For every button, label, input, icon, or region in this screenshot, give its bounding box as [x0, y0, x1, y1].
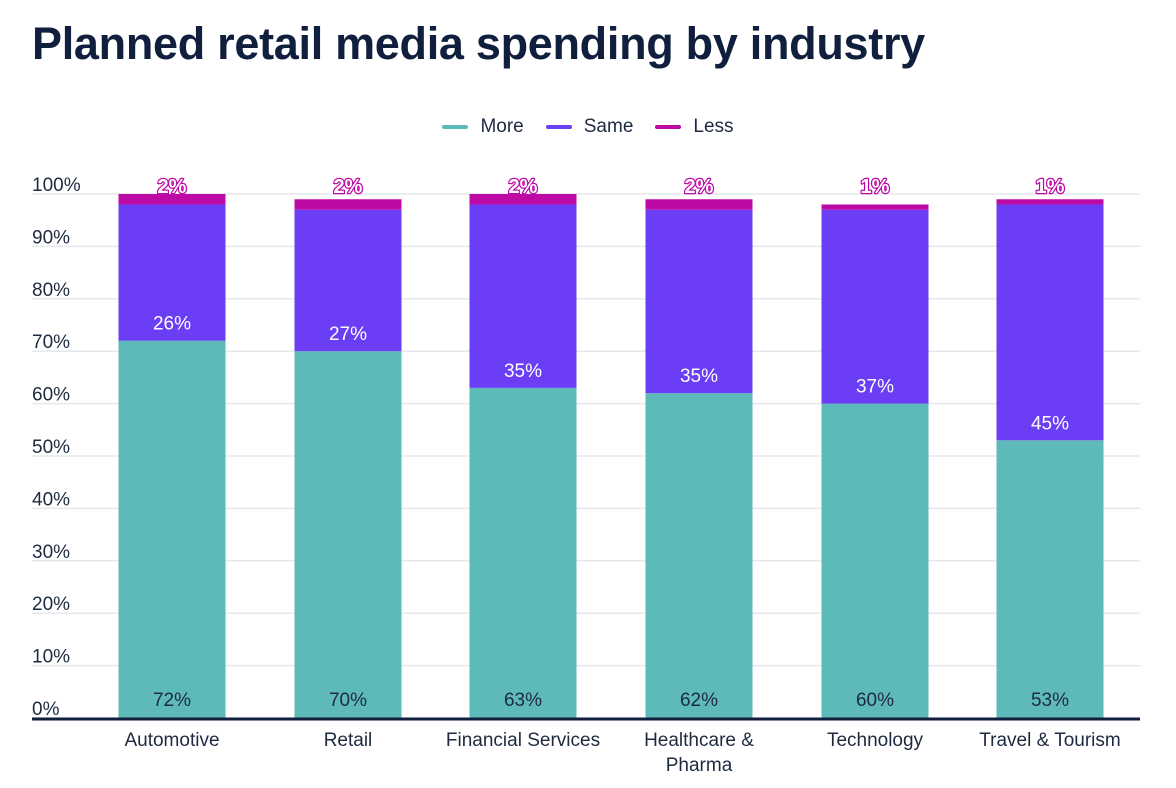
data-label-same: 27%	[329, 324, 367, 345]
data-label-same: 26%	[153, 314, 191, 335]
y-tick-label: 100%	[32, 175, 81, 196]
y-tick-label: 0%	[32, 699, 60, 720]
data-label-more: 53%	[1031, 690, 1069, 711]
bar-less-0	[118, 194, 226, 205]
bar-less-5	[996, 199, 1104, 205]
x-category-label: Automotive	[124, 730, 219, 751]
bar-more-5	[996, 440, 1104, 718]
bar-more-0	[118, 340, 226, 718]
legend-item-same: Same	[545, 116, 634, 138]
y-tick-label: 40%	[32, 489, 70, 510]
y-tick-label: 80%	[32, 280, 70, 301]
data-label-same: 37%	[856, 377, 894, 398]
x-category-label: Healthcare &	[644, 730, 754, 751]
bar-same-3	[645, 209, 753, 394]
data-label-less: 2%	[509, 176, 538, 198]
bar-more-1	[294, 351, 402, 718]
bar-more-2	[469, 387, 577, 718]
y-tick-label: 30%	[32, 542, 70, 563]
x-category-label: Retail	[324, 730, 373, 751]
legend-swatch	[655, 125, 682, 129]
y-tick-label: 10%	[32, 647, 70, 668]
y-tick-label: 90%	[32, 227, 70, 248]
x-category-label: Pharma	[666, 755, 733, 776]
bar-same-5	[996, 204, 1104, 441]
data-label-more: 60%	[856, 690, 894, 711]
legend-item-more: More	[442, 116, 524, 138]
legend-swatch	[442, 125, 469, 129]
y-tick-label: 20%	[32, 594, 70, 615]
bar-more-3	[645, 393, 753, 718]
x-category-label: Technology	[827, 730, 924, 751]
y-tick-label: 60%	[32, 385, 70, 406]
legend: More Same Less	[0, 116, 1176, 138]
data-label-less: 2%	[685, 176, 714, 198]
bar-same-4	[821, 209, 929, 404]
data-label-same: 35%	[504, 361, 542, 382]
legend-label: Less	[693, 116, 734, 137]
bar-less-4	[821, 204, 929, 210]
data-label-less: 1%	[861, 176, 890, 198]
chart-title: Planned retail media spending by industr…	[32, 18, 925, 69]
x-category-label: Financial Services	[446, 730, 600, 751]
bar-same-1	[294, 209, 402, 352]
y-axis-ticks: 0% 10% 20% 30% 40% 50% 60% 70% 80% 90% 100%	[32, 175, 81, 720]
legend-label: Same	[583, 116, 634, 137]
data-labels: 72% 26% 2% 70% 27% 2% 63% 35% 2% 62% 35% 2% 60% 37% 1%…	[153, 175, 1069, 711]
bar-same-0	[118, 204, 226, 341]
legend-label: More	[480, 116, 524, 137]
bar-less-2	[469, 194, 577, 205]
bar-same-2	[469, 204, 577, 388]
data-label-more: 72%	[153, 690, 191, 711]
data-label-same: 35%	[680, 366, 718, 387]
data-label-same: 45%	[1031, 413, 1069, 434]
bar-less-3	[645, 199, 753, 210]
data-label-less: 2%	[334, 176, 363, 198]
legend-swatch	[545, 125, 572, 129]
legend-item-less: Less	[655, 116, 734, 138]
data-label-more: 63%	[504, 690, 542, 711]
bar-more-4	[821, 403, 929, 718]
data-label-less: 1%	[1036, 176, 1065, 198]
y-tick-label: 70%	[32, 332, 70, 353]
data-label-more: 70%	[329, 690, 367, 711]
bars	[118, 194, 1104, 718]
bar-less-1	[294, 199, 402, 210]
x-category-label: Travel & Tourism	[979, 730, 1120, 751]
y-tick-label: 50%	[32, 437, 70, 458]
data-label-less: 2%	[158, 176, 187, 198]
x-axis: Automotive Retail Financial Services Health…	[32, 717, 1140, 776]
data-label-more: 62%	[680, 690, 718, 711]
